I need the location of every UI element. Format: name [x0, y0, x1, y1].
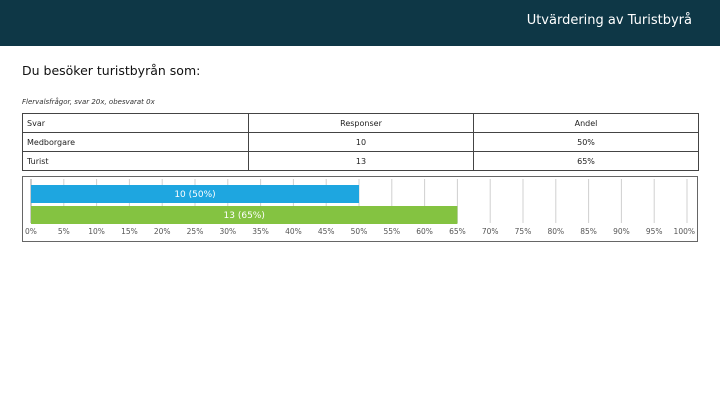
results-table: Svar Responser Andel Medborgare 10 50% T… [22, 113, 699, 171]
table-header-responser: Responser [248, 113, 474, 133]
header-bar: Utvärdering av Turistbyrå [0, 0, 720, 46]
bar [31, 206, 458, 224]
x-tick-label: 60% [416, 227, 433, 236]
x-tick-label: 25% [187, 227, 204, 236]
table-cell-andel: 65% [473, 151, 699, 171]
x-tick-label: 85% [580, 227, 597, 236]
question-title: Du besöker turistbyrån som: [22, 63, 201, 78]
x-tick-label: 35% [252, 227, 269, 236]
x-tick-label: 15% [121, 227, 138, 236]
table-cell-svar: Medborgare [22, 132, 249, 152]
x-tick-label: 45% [318, 227, 335, 236]
x-tick-label: 65% [449, 227, 466, 236]
x-tick-label: 40% [285, 227, 302, 236]
x-tick-label: 5% [58, 227, 70, 236]
x-tick-label: 0% [25, 227, 37, 236]
x-tick-label: 55% [383, 227, 400, 236]
table-cell-andel: 50% [473, 132, 699, 152]
x-tick-label: 70% [482, 227, 499, 236]
bar-chart-svg: 0% 5% 10% 15% 20% 25% 30% 35% 40% 45% 50% 55% 60% 65%… [25, 179, 695, 236]
x-tick-label: 100% [674, 227, 695, 236]
x-tick-label: 30% [219, 227, 236, 236]
x-tick-label: 75% [515, 227, 532, 236]
x-tick-label: 20% [154, 227, 171, 236]
results-table-wrap: Svar Responser Andel Medborgare 10 50% T… [22, 113, 699, 171]
bar [31, 185, 359, 203]
x-tick-label: 95% [646, 227, 663, 236]
table-header-row: Svar Responser Andel [22, 113, 699, 133]
bar-data-label: 10 (50%) [174, 190, 215, 200]
table-header-svar: Svar [22, 113, 249, 133]
bar-chart: 0% 5% 10% 15% 20% 25% 30% 35% 40% 45% 50% 55% 60% 65%… [22, 176, 698, 242]
table-cell-responser: 10 [248, 132, 474, 152]
table-row: Medborgare 10 50% [22, 132, 699, 152]
x-tick-label: 90% [613, 227, 630, 236]
x-tick-label: 10% [88, 227, 105, 236]
table-cell-responser: 13 [248, 151, 474, 171]
table-row: Turist 13 65% [22, 151, 699, 171]
table-cell-svar: Turist [22, 151, 249, 171]
table-header-andel: Andel [473, 113, 699, 133]
question-meta: Flervalsfrågor, svar 20x, obesvarat 0x [22, 98, 155, 106]
header-title: Utvärdering av Turistbyrå [526, 13, 692, 28]
x-tick-label: 80% [547, 227, 564, 236]
x-tick-label: 50% [351, 227, 368, 236]
bar-data-label: 13 (65%) [224, 211, 265, 221]
